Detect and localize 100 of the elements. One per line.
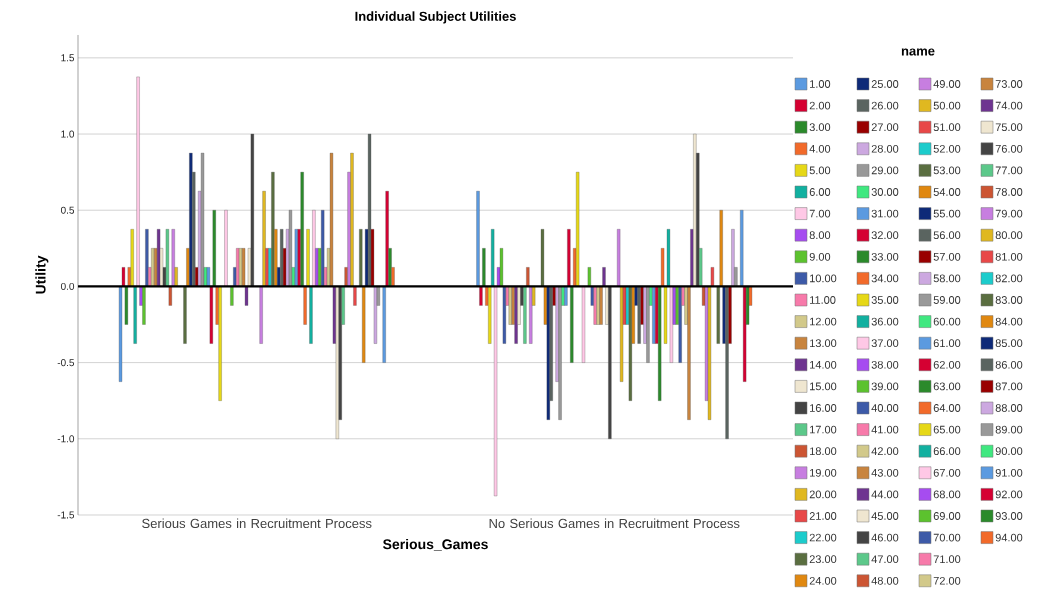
legend-label: 89.00 xyxy=(995,425,1023,434)
legend-label: 81.00 xyxy=(995,252,1023,261)
legend-label: 93.00 xyxy=(995,512,1023,520)
bar xyxy=(145,229,149,287)
legend-label: 34.00 xyxy=(871,274,899,283)
legend-label: 92.00 xyxy=(995,490,1023,499)
legend-label: 13.00 xyxy=(810,339,837,348)
legend-label: 5.00 xyxy=(809,166,831,175)
legend-label: 12.00 xyxy=(810,317,837,326)
legend-label: 58.00 xyxy=(933,274,961,283)
bar xyxy=(300,171,304,287)
legend-label: 30.00 xyxy=(871,188,899,196)
x-tick-label: No Serious Games in Recruitment Process xyxy=(489,518,740,529)
legend-label: 61.00 xyxy=(933,339,961,348)
bar xyxy=(209,286,213,344)
legend-label: 44.00 xyxy=(871,490,899,499)
legend-label: 47.00 xyxy=(871,555,899,564)
bar xyxy=(288,210,293,287)
legend-label: 59.00 xyxy=(933,296,961,304)
y-tick-label: -1.5 xyxy=(57,511,75,519)
bar xyxy=(224,210,228,287)
legend-label: 29.00 xyxy=(871,166,899,175)
bar xyxy=(189,152,193,287)
bar xyxy=(617,229,621,287)
bar xyxy=(619,286,624,382)
legend-label: 71.00 xyxy=(933,555,961,564)
legend-label: 26.00 xyxy=(871,101,899,110)
legend-label: 8.00 xyxy=(809,231,831,240)
bar xyxy=(499,248,504,287)
legend-label: 2.00 xyxy=(809,101,831,110)
bar xyxy=(309,286,313,344)
bar xyxy=(558,286,562,420)
legend-label: 39.00 xyxy=(871,382,899,391)
bar xyxy=(168,286,172,306)
bar xyxy=(218,286,222,401)
legend-label: 79.00 xyxy=(995,209,1023,218)
legend-label: 6.00 xyxy=(809,188,831,196)
bar xyxy=(740,210,744,287)
legend-label: 73.00 xyxy=(995,80,1023,88)
bar xyxy=(476,191,480,287)
y-tick-label: 1.5 xyxy=(61,54,75,62)
legend-label: 3.00 xyxy=(809,123,831,132)
bar xyxy=(514,286,518,344)
legend-label: 67.00 xyxy=(933,468,961,477)
legend-label: 82.00 xyxy=(995,274,1023,283)
bar xyxy=(678,286,682,363)
legend-label: 78.00 xyxy=(995,188,1023,196)
bar xyxy=(608,286,612,439)
legend-title: name xyxy=(901,48,935,56)
bar xyxy=(335,286,339,439)
legend-label: 94.00 xyxy=(995,533,1023,542)
bar xyxy=(725,286,729,439)
bar xyxy=(136,76,140,287)
bar xyxy=(719,210,723,287)
bar xyxy=(183,286,187,344)
bar xyxy=(350,152,354,287)
legend-label: 49.00 xyxy=(933,80,961,88)
bar xyxy=(529,286,533,344)
legend-label: 65.00 xyxy=(933,425,961,434)
legend-label: 24.00 xyxy=(809,576,837,585)
bar xyxy=(581,286,586,363)
bar xyxy=(130,229,134,287)
y-tick-label: 0.0 xyxy=(60,282,75,290)
bar xyxy=(250,133,254,287)
bar xyxy=(367,133,372,287)
bar xyxy=(628,286,632,401)
legend-label: 64.00 xyxy=(933,404,961,412)
legend-label: 41.00 xyxy=(871,425,899,434)
legend-label: 40.00 xyxy=(871,404,899,412)
legend-label: 10.00 xyxy=(810,274,837,283)
bar xyxy=(133,286,137,344)
legend-label: 66.00 xyxy=(933,447,961,456)
legend-label: 20.00 xyxy=(809,490,837,499)
bar xyxy=(526,267,530,287)
bar xyxy=(687,286,691,420)
legend-label: 50.00 xyxy=(933,101,961,110)
y-tick-label: 0.5 xyxy=(60,206,75,214)
y-axis-title: Utility xyxy=(35,255,49,294)
legend-label: 63.00 xyxy=(933,382,961,391)
bar xyxy=(693,133,697,287)
bar xyxy=(602,267,606,287)
bar xyxy=(312,210,316,287)
legend-label: 23.00 xyxy=(809,555,837,564)
bar xyxy=(546,286,550,420)
legend-label: 11.00 xyxy=(810,296,836,304)
legend-label: 83.00 xyxy=(995,296,1023,304)
legend-label: 91.00 xyxy=(995,468,1023,477)
legend-label: 52.00 xyxy=(933,144,961,153)
bar xyxy=(576,171,580,287)
legend-label: 90.00 xyxy=(995,447,1023,456)
legend-label: 51.00 xyxy=(933,123,961,132)
legend-label: 9.00 xyxy=(809,252,831,261)
legend-label: 55.00 xyxy=(933,209,961,218)
bar xyxy=(570,286,574,363)
legend-label: 15.00 xyxy=(810,382,837,391)
legend-label: 16.00 xyxy=(810,404,837,412)
legend-label: 69.00 xyxy=(933,512,961,520)
bar xyxy=(716,286,720,344)
legend-label: 43.00 xyxy=(871,468,899,477)
legend-label: 45.00 xyxy=(871,512,899,520)
